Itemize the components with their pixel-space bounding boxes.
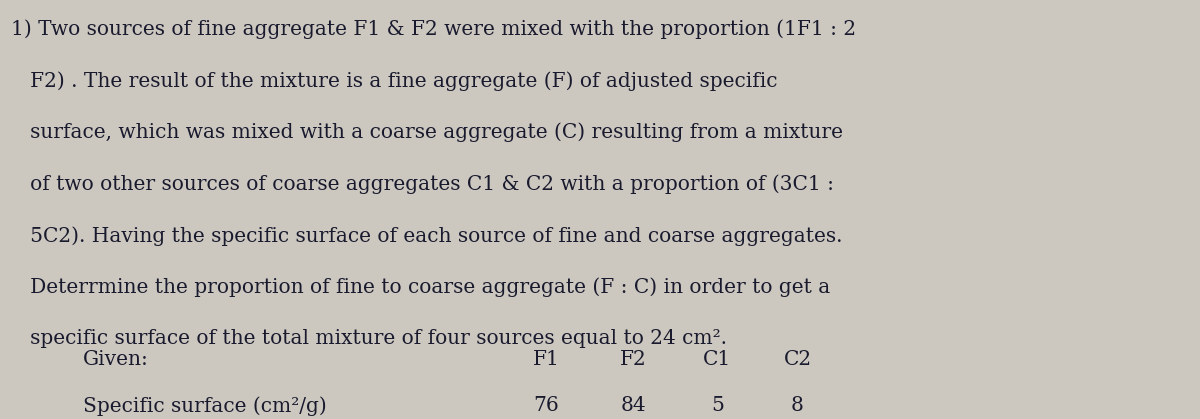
Text: specific surface of the total mixture of four sources equal to 24 cm².: specific surface of the total mixture of…	[11, 329, 727, 348]
Text: of two other sources of coarse aggregates C1 & C2 with a proportion of (3C1 :: of two other sources of coarse aggregate…	[11, 174, 834, 194]
Text: C1: C1	[703, 350, 732, 369]
Text: F2: F2	[620, 350, 647, 369]
Text: 5: 5	[710, 396, 724, 415]
Text: surface, which was mixed with a coarse aggregate (C) resulting from a mixture: surface, which was mixed with a coarse a…	[11, 123, 842, 142]
Text: F1: F1	[533, 350, 559, 369]
Text: 84: 84	[620, 396, 647, 415]
Text: 1) Two sources of fine aggregate F1 & F2 were mixed with the proportion (1F1 : 2: 1) Two sources of fine aggregate F1 & F2…	[11, 20, 856, 39]
Text: Specific surface (cm²/g): Specific surface (cm²/g)	[83, 396, 326, 416]
Text: F2) . The result of the mixture is a fine aggregate (F) of adjusted specific: F2) . The result of the mixture is a fin…	[11, 71, 778, 91]
Text: Deterrmine the proportion of fine to coarse aggregate (F : C) in order to get a: Deterrmine the proportion of fine to coa…	[11, 277, 830, 297]
Text: 5C2). Having the specific surface of each source of fine and coarse aggregates.: 5C2). Having the specific surface of eac…	[11, 226, 842, 246]
Text: Given:: Given:	[83, 350, 149, 369]
Text: 8: 8	[791, 396, 804, 415]
Text: 76: 76	[533, 396, 559, 415]
Text: C2: C2	[784, 350, 811, 369]
